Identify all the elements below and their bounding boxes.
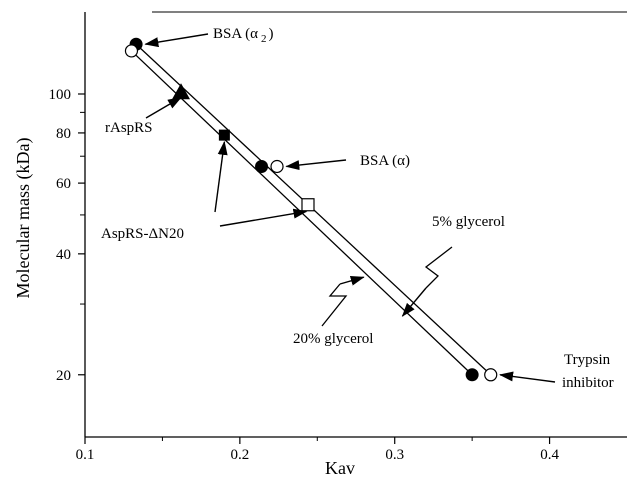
annotation-trypsin-line2: inhibitor [562, 375, 614, 391]
annotation-bsa-alpha: BSA (α) [360, 153, 410, 169]
data-points [124, 37, 498, 382]
filled-square-point [218, 129, 230, 141]
annotation-glycerol-5: 5% glycerol [432, 214, 505, 230]
open-circle-point [124, 44, 139, 58]
arrow-bsa-alpha [285, 159, 347, 171]
y-axis-title: Molecular mass (kDa) [13, 138, 34, 299]
arrow-asprs-to-line [219, 208, 308, 227]
arrow-asprs-to-square [214, 140, 228, 213]
annotation-asprs-dn20: AspRS-ΔN20 [101, 226, 184, 242]
y-tick-label: 80 [56, 126, 71, 142]
annotation-trypsin-line1: Trypsin [564, 352, 611, 368]
annotation-bsa-alpha2: BSA (α 2) [213, 26, 273, 45]
annotation-bsa-alpha2-close: ) [268, 26, 273, 42]
open-circle-point [484, 368, 498, 382]
axis-ticks: 0.1 0.2 0.3 0.4 20 40 60 80 100 [49, 87, 560, 463]
y-tick-label: 100 [49, 87, 72, 103]
arrow-trypsin [499, 371, 556, 383]
x-tick-label: 0.2 [230, 447, 249, 463]
annotation-glycerol-20: 20% glycerol [293, 331, 373, 347]
arrow-glycerol-5-arrow [401, 287, 427, 317]
open-circle-point [270, 159, 284, 174]
filled-circle-point [465, 368, 479, 382]
annotation-arrows [144, 33, 556, 383]
filled-circle-point [255, 159, 269, 173]
annotation-bsa-alpha2-sub: 2 [261, 33, 267, 45]
x-tick-label: 0.1 [76, 447, 95, 463]
arrow-rasprs [145, 96, 182, 119]
x-tick-label: 0.4 [540, 447, 559, 463]
arrow-glycerol-20-arrow [339, 275, 365, 286]
arrow-bsa-alpha2 [144, 33, 209, 48]
annotation-rasprs: rAspRS [105, 120, 153, 136]
y-tick-label: 20 [56, 368, 71, 384]
annotation-bsa-alpha2-main: BSA (α [213, 26, 258, 42]
arrow-glycerol-5-zig [424, 246, 453, 289]
filled-triangle-point [172, 83, 191, 100]
y-tick-label: 40 [56, 247, 71, 263]
open-square-point [301, 198, 315, 212]
x-axis-title: Kav [325, 458, 355, 478]
y-tick-label: 60 [56, 176, 71, 192]
x-tick-label: 0.3 [385, 447, 404, 463]
arrow-glycerol-20-zig [321, 283, 348, 327]
